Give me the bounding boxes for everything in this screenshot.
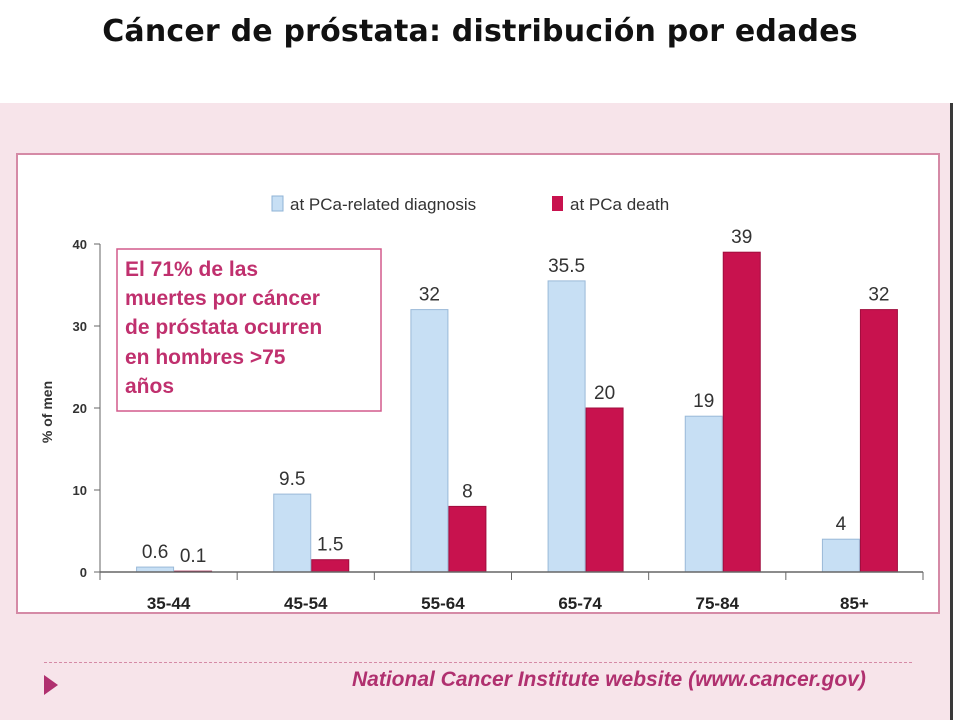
annotation-line-5: años [125, 375, 174, 398]
data-label: 9.5 [279, 469, 305, 490]
data-label: 8 [462, 481, 473, 502]
y-tick-label: 40 [73, 237, 87, 252]
bar-diagnosis [685, 416, 722, 572]
data-label: 0.1 [180, 546, 206, 567]
legend-swatch-death [552, 196, 563, 211]
x-tick-label: 75-84 [696, 594, 740, 613]
x-tick-label: 55-64 [421, 594, 465, 613]
footer-divider [44, 662, 912, 663]
bar-diagnosis [822, 539, 859, 572]
annotation-line-3: de próstata ocurren [125, 316, 322, 339]
bar-diagnosis [411, 310, 448, 572]
x-tick-label: 35-44 [147, 594, 191, 613]
annotation-line-1: El 71% de las [125, 258, 258, 281]
y-tick-label: 10 [73, 483, 87, 498]
bar-chart: at PCa-related diagnosis at PCa death % … [0, 0, 960, 720]
annotation-line-2: muertes por cáncer [125, 287, 320, 310]
bar-diagnosis [274, 494, 311, 572]
x-tick-label: 65-74 [558, 594, 602, 613]
y-tick-label: 30 [73, 319, 87, 334]
legend: at PCa-related diagnosis at PCa death [272, 195, 669, 214]
legend-swatch-diagnosis [272, 196, 283, 211]
data-label: 0.6 [142, 542, 168, 563]
bar-death [586, 408, 623, 572]
legend-label-death: at PCa death [570, 195, 669, 214]
y-tick-label: 0 [80, 565, 87, 580]
y-tick-label: 20 [73, 401, 87, 416]
x-tick-label: 45-54 [284, 594, 328, 613]
data-label: 19 [693, 391, 714, 412]
bar-death [449, 506, 486, 572]
footer-arrow-icon [44, 675, 58, 695]
bar-diagnosis [548, 281, 585, 572]
data-label: 39 [731, 227, 752, 248]
x-tick-label: 85+ [840, 594, 869, 613]
data-label: 4 [836, 514, 847, 535]
y-axis-label: % of men [39, 381, 55, 443]
data-label: 20 [594, 383, 615, 404]
data-label: 32 [868, 285, 889, 306]
bar-death [860, 310, 897, 572]
footer-source: National Cancer Institute website (www.c… [352, 668, 866, 692]
annotation-box: El 71% de las muertes por cáncer de prós… [117, 249, 381, 411]
bar-death [312, 560, 349, 572]
bar-death [723, 252, 760, 572]
y-axis: 0 10 20 30 40 [73, 237, 100, 580]
data-label: 1.5 [317, 535, 343, 556]
legend-label-diagnosis: at PCa-related diagnosis [290, 195, 476, 214]
annotation-line-4: en hombres >75 [125, 346, 286, 369]
data-label: 32 [419, 285, 440, 306]
data-label: 35.5 [548, 256, 585, 277]
x-axis: 35-44 45-54 55-64 65-74 75-84 85+ [100, 572, 923, 613]
